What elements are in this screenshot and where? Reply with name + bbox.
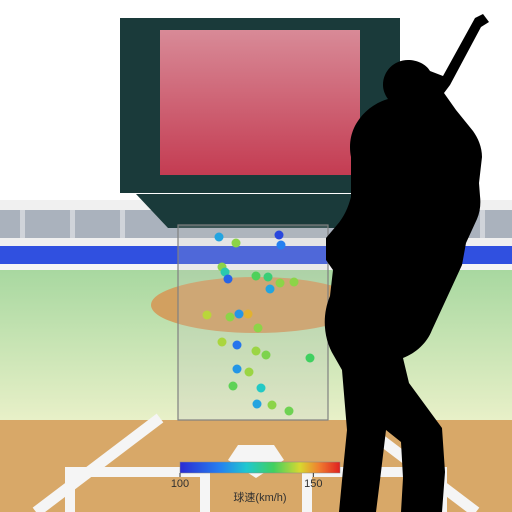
pitch-point	[226, 313, 235, 322]
colorbar-label: 球速(km/h)	[233, 490, 286, 504]
pitch-point	[233, 365, 242, 374]
pitch-point	[285, 407, 294, 416]
pitch-point	[203, 311, 212, 320]
stand-pillar	[70, 210, 75, 238]
pitch-point	[229, 382, 238, 391]
pitch-location-chart: 100 150 球速(km/h)	[0, 0, 512, 512]
pitch-point	[268, 401, 277, 410]
colorbar	[180, 462, 340, 473]
stand-pillar	[120, 210, 125, 238]
pitch-point	[224, 275, 233, 284]
stand-pillar	[20, 210, 25, 238]
pitch-point	[252, 272, 261, 281]
pitch-point	[262, 351, 271, 360]
pitch-point	[275, 231, 284, 240]
pitch-point	[244, 310, 253, 319]
pitch-point	[252, 347, 261, 356]
pitch-point	[254, 324, 263, 333]
pitch-point	[253, 400, 262, 409]
scoreboard-panel	[160, 30, 360, 175]
pitch-point	[276, 279, 285, 288]
pitch-point	[264, 273, 273, 282]
pitch-point	[290, 278, 299, 287]
pitch-point	[277, 241, 286, 250]
pitch-point	[218, 338, 227, 347]
pitch-point	[215, 233, 224, 242]
pitch-point	[266, 285, 275, 294]
pitch-point	[257, 384, 266, 393]
stand-pillar	[480, 210, 485, 238]
pitch-point	[306, 354, 315, 363]
colorbar-tick-label: 150	[304, 478, 322, 490]
pitch-point	[232, 239, 241, 248]
pitch-point	[245, 368, 254, 377]
strike-zone	[178, 225, 328, 420]
pitch-point	[233, 341, 242, 350]
colorbar-tick-label: 100	[171, 478, 189, 490]
pitch-point	[235, 310, 244, 319]
